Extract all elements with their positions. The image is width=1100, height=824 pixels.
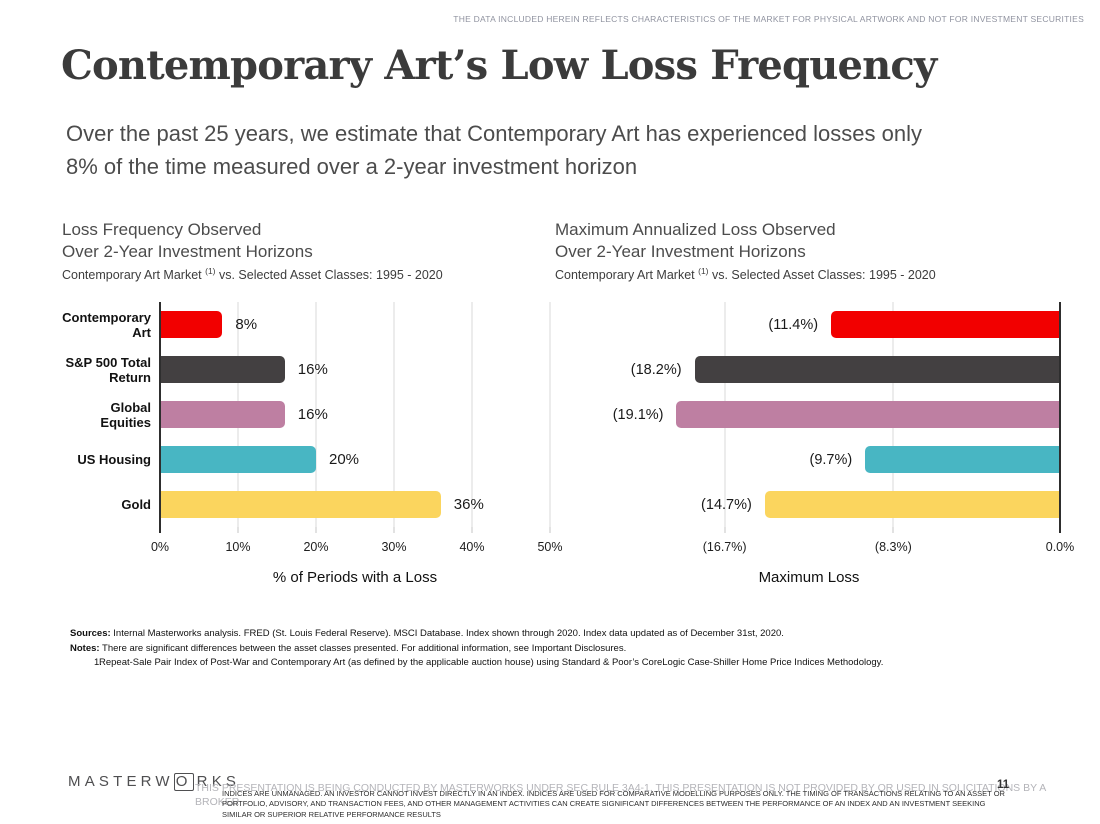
page-subtitle: Over the past 25 years, we estimate that… [66, 117, 922, 183]
tick-mark [471, 527, 473, 534]
value-label: (18.2%) [630, 361, 682, 378]
plot-area: Contemporary Art S&P 500 Total Return Glob… [62, 302, 563, 554]
sources-line: Sources: Internal Masterworks analysis. … [70, 628, 784, 639]
page-subtitle-line2: 8% of the time measured over a 2-year in… [66, 154, 638, 179]
bar-row: 16% [160, 347, 550, 392]
footer-disclaimer-dark: INDICES ARE UNMANAGED. AN INVESTOR CANNO… [222, 789, 1005, 819]
plot-track: (16.7%) (8.3%) 0.0% (11.4%) (18.2%) (19.1%) (9… [558, 302, 1074, 554]
bar-row: 20% [160, 437, 550, 482]
gridline [393, 302, 395, 528]
bar-row: (18.2%) [558, 347, 1060, 392]
value-label: (19.1%) [612, 406, 664, 423]
category-label: Global Equities [100, 399, 151, 430]
bar-global-equities [676, 401, 1060, 429]
notes-line: Notes: There are significant differences… [70, 642, 627, 654]
bar-s-p-500-total-return [160, 356, 285, 384]
tick-label: (16.7%) [702, 540, 747, 555]
page-number: 11 [997, 779, 1010, 791]
chart-title: Loss Frequency Observed Over 2-Year Inve… [62, 220, 313, 261]
plot-track: 0% 10% 20% 30% 40% 50% 8% 16% 16% 20% 36% [151, 302, 563, 554]
tick-label: 10% [225, 540, 251, 555]
axis-line [159, 302, 161, 534]
bar-row: 36% [160, 482, 550, 527]
tick-label: 20% [303, 540, 329, 555]
gridline [471, 302, 473, 528]
tick-label: 50% [537, 540, 563, 555]
value-label: 16% [297, 361, 328, 379]
bar-gold [160, 491, 441, 519]
bar-gold [764, 491, 1060, 519]
bar-row: 16% [160, 392, 550, 437]
logo-o-box: O [173, 773, 194, 791]
bar-global-equities [160, 401, 285, 429]
tick-mark [892, 527, 894, 534]
value-label: 16% [297, 406, 328, 424]
bar-us-housing [865, 446, 1060, 474]
x-axis-title: % of Periods with a Loss [272, 569, 438, 587]
page-title: Contemporary Art’s Low Loss Frequency [61, 42, 937, 89]
tick-mark [724, 527, 726, 534]
masterworks-logo: MASTERW O RKS [68, 773, 241, 791]
tick-label: 40% [459, 540, 485, 555]
bar-row: (19.1%) [558, 392, 1060, 437]
gridline [315, 302, 317, 528]
value-label: 20% [329, 451, 360, 469]
bar-row: (11.4%) [558, 302, 1060, 347]
tick-mark [393, 527, 395, 534]
chart-subtitle: Contemporary Art Market (1) vs. Selected… [62, 266, 443, 283]
page-subtitle-line1: Over the past 25 years, we estimate that… [66, 121, 922, 146]
value-label: 8% [235, 316, 258, 334]
tick-mark [549, 527, 551, 534]
bar-row: (14.7%) [558, 482, 1060, 527]
category-labels: Contemporary Art S&P 500 Total Return Glob… [62, 302, 160, 527]
value-label: (9.7%) [809, 451, 853, 468]
tick-label: 0% [150, 540, 170, 555]
tick-mark [315, 527, 317, 534]
bar-row: 8% [160, 302, 550, 347]
category-label: US Housing [77, 452, 151, 468]
bar-contemporary-art [160, 311, 223, 339]
loss-frequency-chart: Loss Frequency Observed Over 2-Year Inve… [62, 219, 563, 587]
chart-title: Maximum Annualized Loss Observed Over 2-… [555, 220, 836, 261]
axis-line [1059, 302, 1061, 534]
top-disclaimer: THE DATA INCLUDED HEREIN REFLECTS CHARAC… [453, 14, 1084, 24]
category-label: Gold [121, 497, 151, 513]
value-label: (14.7%) [701, 496, 752, 513]
chart-subtitle: Contemporary Art Market (1) vs. Selected… [555, 266, 936, 283]
bar-us-housing [160, 446, 316, 474]
bar-s-p-500-total-return [694, 356, 1060, 384]
footer-disclaimer-gray: THIS PRESENTATION IS BEING CONDUCTED BY … [195, 782, 1047, 808]
tick-label: 0.0% [1045, 540, 1075, 555]
tick-label: 30% [381, 540, 407, 555]
value-label: (11.4%) [768, 316, 819, 333]
category-label: Contemporary Art [62, 309, 151, 340]
plot-area: (16.7%) (8.3%) 0.0% (11.4%) (18.2%) (19.1%) (9… [555, 302, 1074, 554]
bar-row: (9.7%) [558, 437, 1060, 482]
value-label: 36% [453, 496, 484, 514]
bar-contemporary-art [831, 311, 1060, 339]
footnote-1: 1. Repeat-Sale Pair Index of Post-War an… [94, 657, 884, 668]
tick-label: (8.3%) [874, 540, 912, 555]
x-axis-title: Maximum Loss [758, 569, 860, 587]
maximum-loss-chart: Maximum Annualized Loss Observed Over 2-… [555, 219, 1074, 587]
footnotes: Sources: Internal Masterworks analysis. … [70, 627, 883, 671]
category-label: S&P 500 Total Return [65, 354, 152, 385]
tick-mark [237, 527, 239, 534]
gridline [549, 302, 551, 528]
